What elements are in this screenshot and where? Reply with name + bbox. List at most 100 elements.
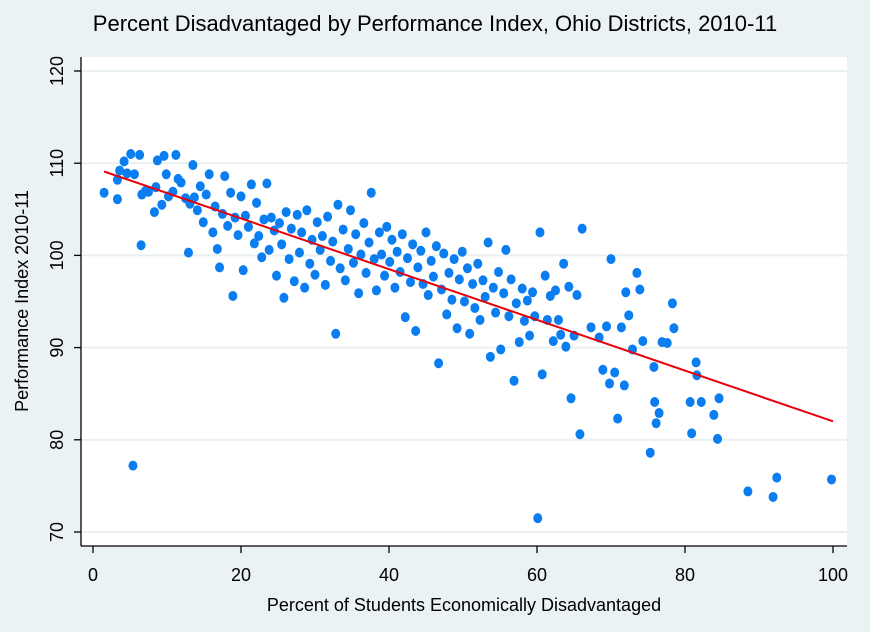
data-point — [431, 241, 441, 252]
data-point — [215, 262, 225, 273]
data-point — [252, 197, 262, 208]
y-tick-label: 110 — [47, 149, 67, 178]
data-point — [326, 255, 336, 266]
data-point — [343, 243, 353, 254]
data-point — [277, 239, 287, 250]
data-point — [126, 148, 136, 159]
data-point — [528, 287, 538, 298]
x-tick-label: 20 — [231, 565, 251, 585]
data-point — [496, 344, 506, 355]
data-point — [621, 287, 631, 298]
data-point — [279, 292, 289, 303]
data-point — [189, 192, 199, 203]
data-point — [553, 314, 563, 325]
data-point — [243, 221, 253, 232]
data-point — [564, 281, 574, 292]
data-point — [129, 169, 139, 180]
data-point — [470, 302, 480, 313]
data-point — [257, 252, 267, 263]
data-point — [286, 223, 296, 234]
data-point — [312, 217, 322, 228]
data-point — [428, 271, 438, 282]
data-point — [483, 237, 493, 248]
data-point — [361, 267, 371, 278]
data-point — [266, 212, 276, 223]
data-point — [649, 361, 659, 372]
data-point — [259, 214, 269, 225]
data-point — [551, 285, 560, 296]
data-point — [294, 247, 304, 258]
data-point — [827, 474, 837, 485]
chart-title: Percent Disadvantaged by Performance Ind… — [93, 11, 777, 36]
data-point — [351, 229, 361, 240]
data-point — [302, 205, 312, 216]
data-point — [208, 227, 218, 238]
data-point — [220, 171, 230, 182]
data-point — [662, 337, 672, 348]
fit-line — [103, 170, 834, 423]
data-point — [157, 199, 167, 210]
data-point — [115, 165, 125, 176]
data-point — [254, 231, 264, 242]
data-point — [610, 367, 620, 378]
data-point — [605, 378, 615, 389]
data-point — [638, 336, 648, 347]
data-point — [300, 282, 310, 293]
y-tick-label: 120 — [47, 56, 67, 86]
data-point — [602, 321, 612, 332]
data-point — [136, 240, 146, 251]
y-tick-label: 80 — [47, 430, 67, 450]
y-tick-label: 90 — [47, 338, 67, 358]
data-point — [405, 277, 415, 288]
x-tick-label: 80 — [675, 565, 695, 585]
data-point — [743, 486, 753, 497]
data-point — [249, 238, 259, 249]
data-point — [408, 239, 418, 250]
data-point — [535, 227, 545, 238]
x-axis-label: Percent of Students Economically Disadva… — [267, 595, 661, 615]
data-point — [434, 358, 444, 369]
data-point — [454, 274, 464, 285]
data-point — [392, 246, 402, 257]
data-point — [264, 244, 274, 255]
x-tick-label: 0 — [88, 565, 98, 585]
data-point — [462, 263, 472, 274]
data-point — [473, 258, 483, 269]
data-point — [619, 380, 629, 391]
data-point — [371, 285, 381, 296]
data-point — [212, 243, 222, 254]
data-point — [465, 328, 475, 339]
data-point — [504, 311, 514, 322]
data-point — [556, 329, 566, 340]
data-point — [635, 284, 645, 295]
data-point — [606, 254, 616, 265]
data-point — [171, 149, 181, 160]
data-point — [519, 315, 529, 326]
data-point — [262, 178, 272, 189]
data-point — [447, 294, 457, 305]
y-axis-label: Performance Index 2010-11 — [12, 190, 32, 412]
data-point — [426, 255, 436, 266]
data-point — [159, 150, 169, 161]
data-point — [566, 393, 576, 404]
data-point — [364, 237, 374, 248]
data-point — [292, 209, 302, 220]
data-point — [223, 220, 233, 231]
data-point — [359, 218, 369, 229]
data-point — [305, 258, 315, 269]
data-point — [475, 314, 485, 325]
data-point — [416, 245, 426, 256]
data-point — [586, 322, 596, 333]
data-point — [382, 221, 392, 232]
data-point — [491, 307, 501, 318]
data-point — [506, 274, 516, 285]
data-point — [340, 275, 350, 286]
data-point — [559, 258, 569, 269]
data-point — [669, 323, 679, 334]
data-point — [616, 322, 626, 333]
data-point — [333, 199, 343, 210]
x-ticks: 0 20 40 60 80 100 — [88, 546, 848, 585]
data-point — [366, 187, 376, 198]
data-point — [201, 189, 211, 200]
